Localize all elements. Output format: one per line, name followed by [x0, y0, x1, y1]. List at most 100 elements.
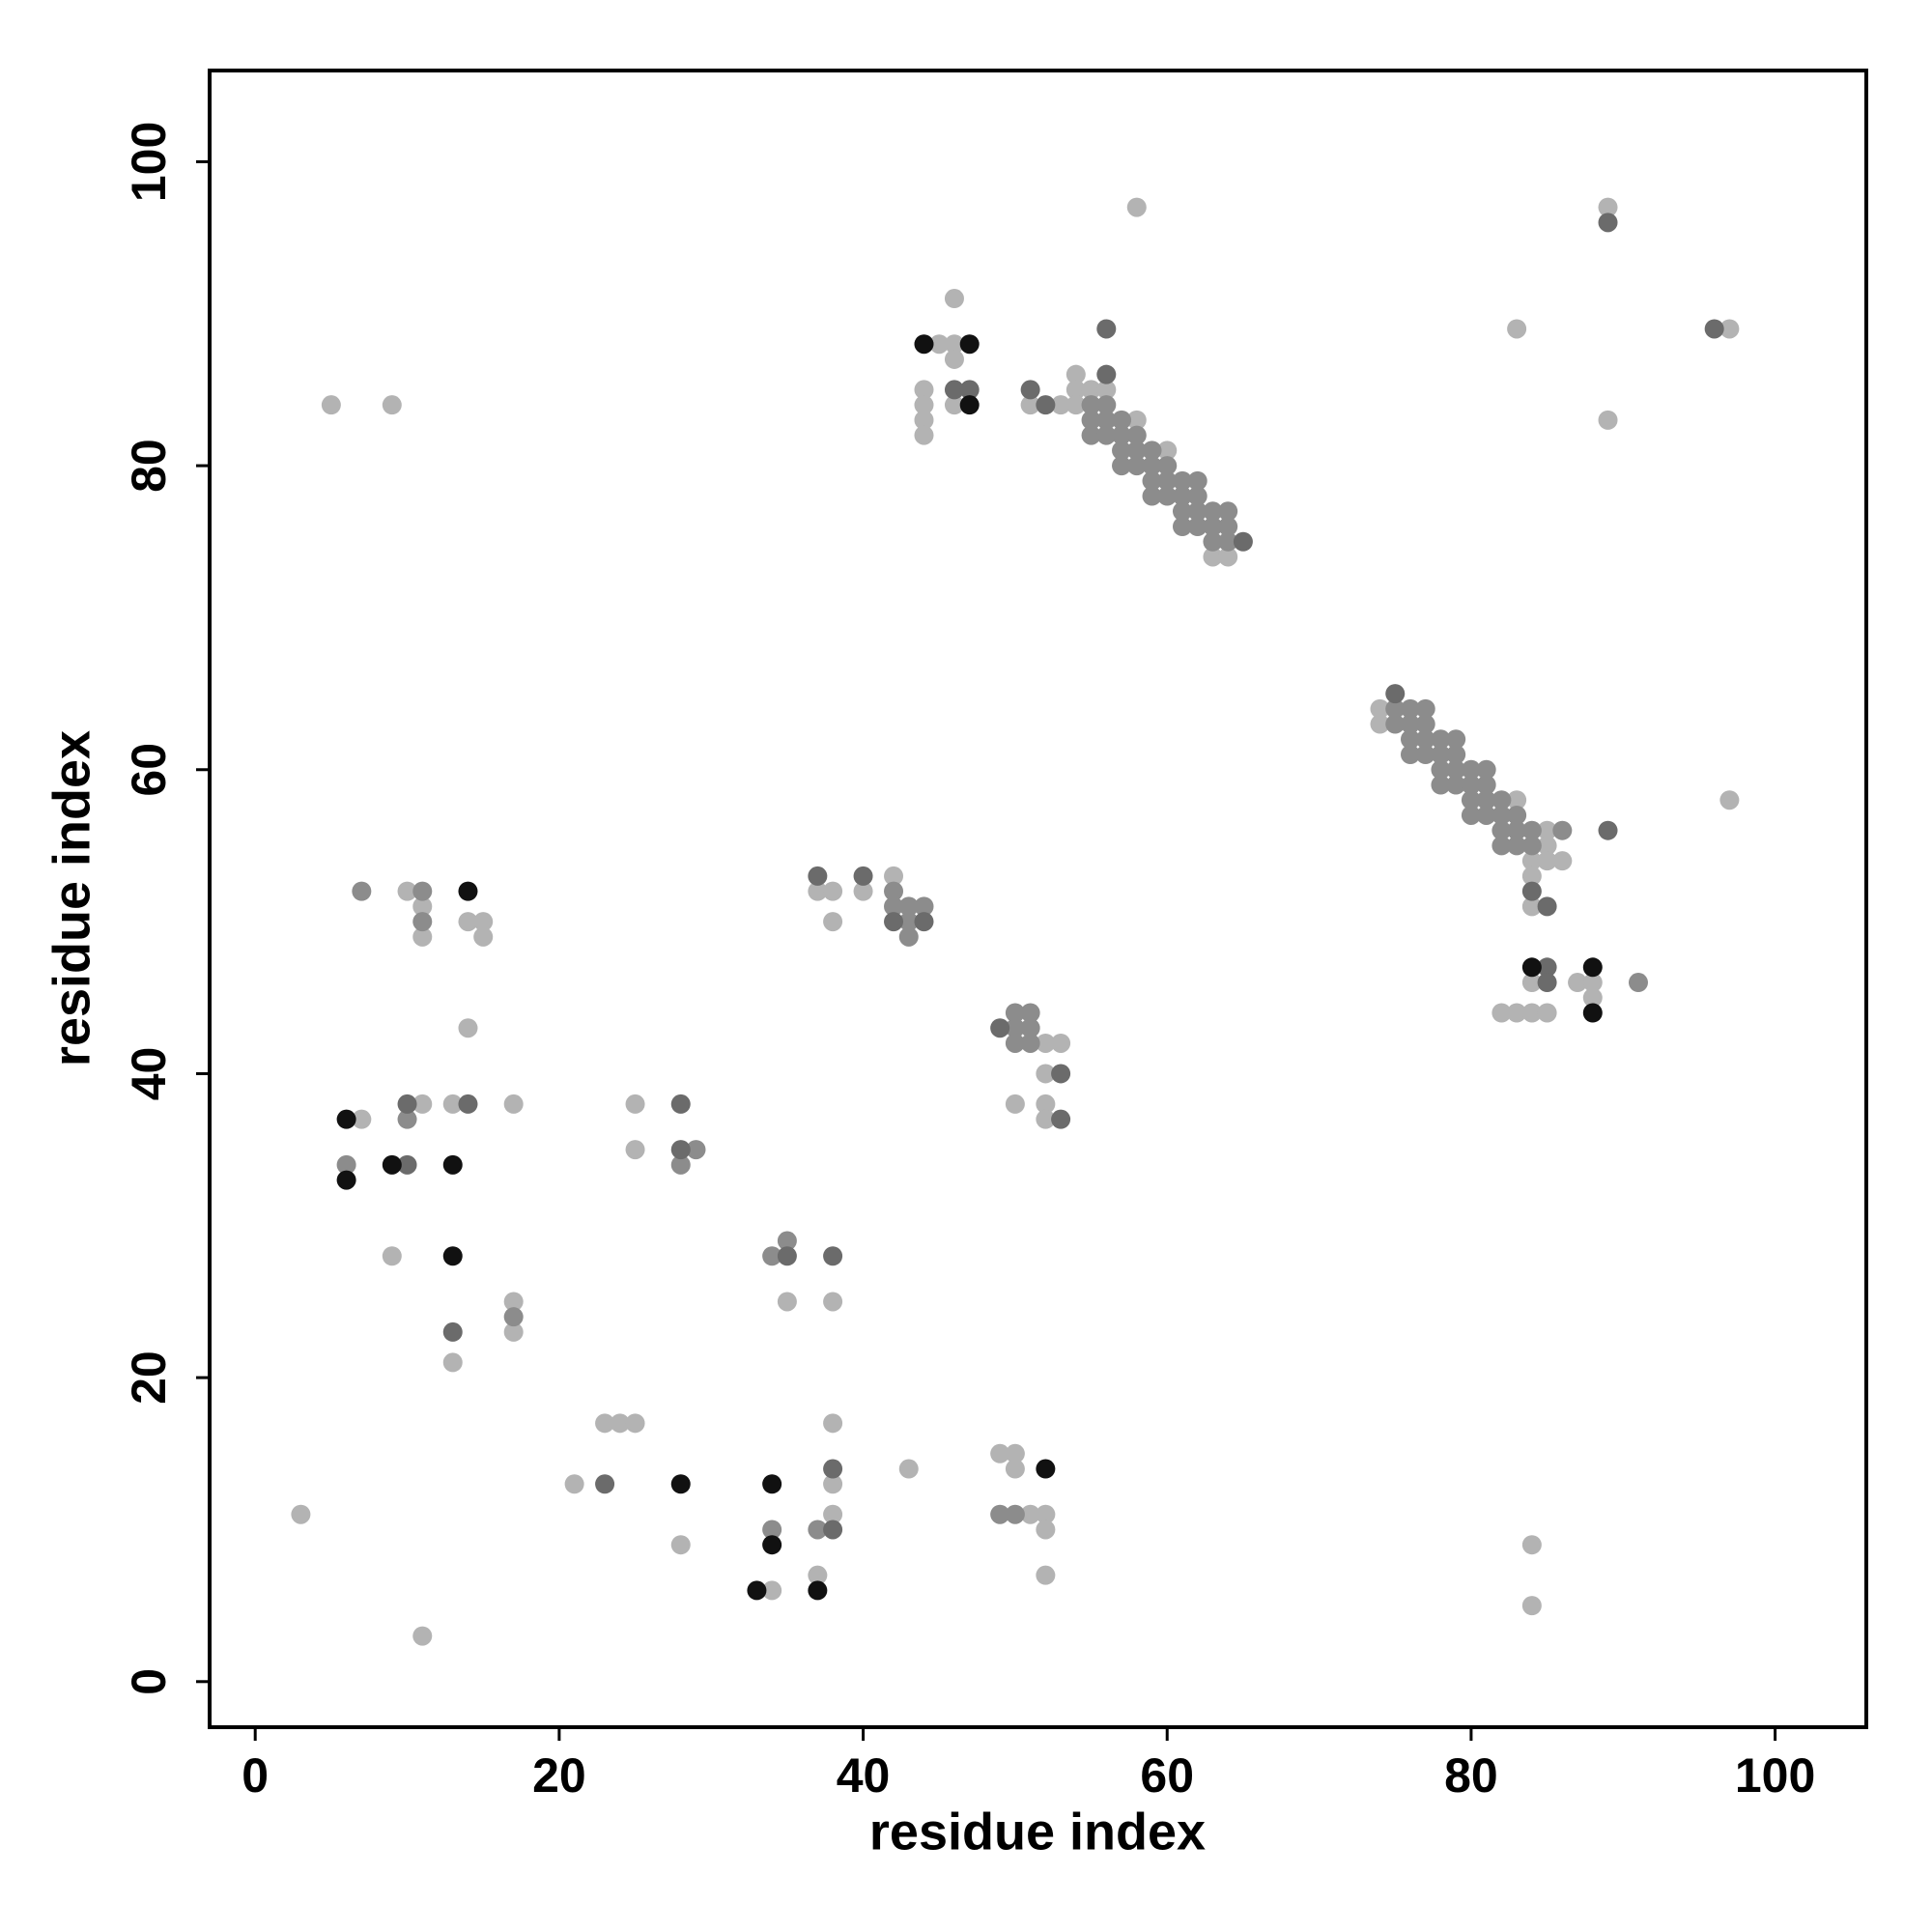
point: [777, 1231, 797, 1251]
point: [442, 1352, 463, 1373]
y-tick-label: 60: [122, 743, 176, 797]
point: [503, 1094, 524, 1114]
point: [914, 896, 934, 917]
point: [959, 395, 980, 415]
point: [1537, 820, 1557, 840]
point: [1537, 1003, 1557, 1023]
point: [442, 1094, 463, 1114]
point: [397, 1154, 417, 1175]
point: [564, 1474, 584, 1494]
point: [1598, 197, 1618, 217]
point: [1415, 729, 1435, 750]
point: [823, 1474, 843, 1494]
point: [1507, 790, 1527, 810]
point: [884, 866, 904, 886]
point: [1051, 1064, 1071, 1084]
point: [1507, 319, 1527, 339]
point: [1521, 881, 1542, 901]
point: [1051, 1109, 1071, 1129]
point: [1036, 395, 1056, 415]
point: [1492, 805, 1512, 825]
point: [944, 380, 964, 400]
point: [1415, 714, 1435, 734]
point: [1385, 714, 1406, 734]
point: [1187, 486, 1208, 506]
y-tick-label: 100: [122, 122, 176, 202]
point: [1142, 456, 1162, 476]
point: [1020, 1033, 1040, 1053]
point: [670, 1094, 691, 1114]
point: [1521, 866, 1542, 886]
point: [1370, 698, 1390, 719]
point: [777, 1246, 797, 1266]
point: [1507, 805, 1527, 825]
point: [944, 349, 964, 369]
point: [1065, 364, 1086, 384]
point: [1582, 957, 1603, 978]
point: [1020, 395, 1040, 415]
point: [1126, 440, 1147, 461]
point: [914, 425, 934, 445]
point: [1005, 1003, 1025, 1023]
point: [1431, 775, 1451, 795]
x-tick-label: 60: [1140, 1748, 1194, 1803]
x-tick-label: 20: [532, 1748, 586, 1803]
point: [1400, 698, 1420, 719]
point: [1537, 896, 1557, 917]
point: [762, 1520, 782, 1540]
point: [1476, 790, 1496, 810]
y-tick-label: 40: [122, 1047, 176, 1101]
point: [412, 881, 433, 901]
point: [1415, 745, 1435, 765]
point: [1628, 973, 1648, 993]
point: [929, 334, 950, 355]
point: [1112, 456, 1132, 476]
point: [1096, 364, 1117, 384]
point: [1036, 1033, 1056, 1053]
point: [1126, 410, 1147, 430]
point: [1537, 957, 1557, 978]
point: [1598, 820, 1618, 840]
point: [1537, 836, 1557, 856]
point: [1096, 380, 1117, 400]
point: [1005, 1504, 1025, 1524]
point: [823, 912, 843, 932]
point: [1187, 501, 1208, 522]
point: [1446, 729, 1466, 750]
point: [670, 1154, 691, 1175]
point: [808, 866, 828, 886]
point: [1233, 531, 1253, 552]
point: [336, 1154, 356, 1175]
point: [352, 881, 372, 901]
point: [944, 334, 964, 355]
point: [1172, 517, 1192, 537]
x-tick-label: 100: [1735, 1748, 1815, 1803]
point: [625, 1094, 645, 1114]
point: [291, 1504, 311, 1524]
point: [1020, 1018, 1040, 1038]
point: [625, 1413, 645, 1434]
point: [808, 1520, 828, 1540]
point: [1507, 836, 1527, 856]
point: [914, 334, 934, 355]
point: [473, 926, 494, 947]
point: [1552, 851, 1573, 871]
point: [1005, 1094, 1025, 1114]
point: [1521, 973, 1542, 993]
point: [990, 1018, 1010, 1038]
point: [1446, 745, 1466, 765]
point: [747, 1580, 767, 1601]
point: [944, 289, 964, 309]
point: [1157, 486, 1178, 506]
point: [1521, 1003, 1542, 1023]
point: [944, 395, 964, 415]
point: [959, 380, 980, 400]
point: [1461, 790, 1481, 810]
point: [1051, 395, 1071, 415]
point: [853, 881, 873, 901]
point: [1431, 759, 1451, 780]
point: [823, 881, 843, 901]
point: [412, 896, 433, 917]
point: [1020, 1504, 1040, 1524]
